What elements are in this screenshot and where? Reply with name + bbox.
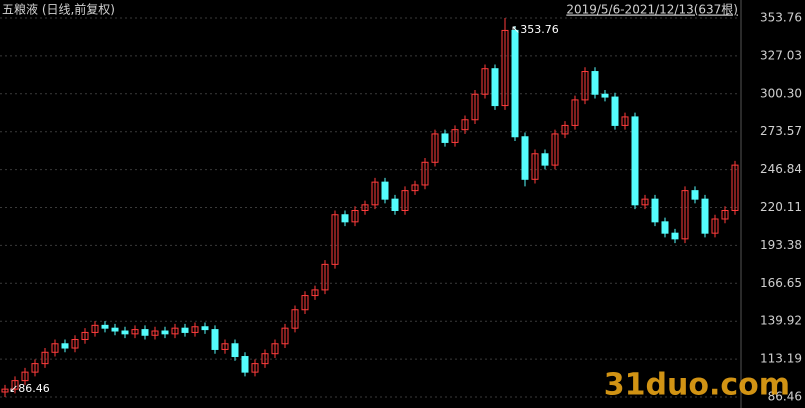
candle-body xyxy=(141,329,149,336)
candle-body xyxy=(501,29,509,107)
candle-body xyxy=(451,129,459,143)
candle-body xyxy=(291,309,299,329)
range-label: 2019/5/6-2021/12/13(637根) xyxy=(566,3,738,17)
candle-body xyxy=(551,133,559,166)
candle-body xyxy=(661,221,669,234)
candle-body xyxy=(271,343,279,355)
candle-body xyxy=(691,190,699,200)
candle-body xyxy=(381,181,389,200)
candle-body xyxy=(21,371,29,382)
candle-body xyxy=(591,71,599,95)
candle-body xyxy=(51,343,59,353)
y-tick-label: 220.11 xyxy=(760,200,802,214)
y-tick-label: 193.38 xyxy=(760,238,802,252)
candle-body xyxy=(231,343,239,358)
candle-body xyxy=(171,327,179,335)
candle-body xyxy=(351,209,359,223)
annotation: ↖353.76 xyxy=(511,23,559,36)
candle-body xyxy=(671,232,679,240)
y-tick-label: 86.46 xyxy=(768,390,802,404)
candle-body xyxy=(1,388,9,393)
candle-body xyxy=(511,29,519,138)
candle-body xyxy=(421,161,429,186)
candle-body xyxy=(641,198,649,206)
candle-body xyxy=(531,153,539,180)
candle-body xyxy=(411,184,419,192)
candle-body xyxy=(431,133,439,163)
candle-body xyxy=(251,363,259,373)
candle-body xyxy=(361,204,369,211)
y-tick-label: 166.65 xyxy=(760,276,802,290)
candle-body xyxy=(281,327,289,345)
candle-body xyxy=(71,339,79,349)
candle-body xyxy=(701,198,709,234)
candle-body xyxy=(571,99,579,126)
candle-body xyxy=(261,353,269,365)
candle-body xyxy=(491,68,499,107)
candle-body xyxy=(721,209,729,220)
candle-body xyxy=(221,343,229,350)
y-tick-label: 300.30 xyxy=(760,86,802,100)
candle-body xyxy=(61,343,69,349)
chart-title: 五粮液 (日线,前复权) xyxy=(2,2,115,17)
candle-body xyxy=(151,330,159,336)
annotation: ↙86.46 xyxy=(9,382,50,395)
y-tick-label: 139.92 xyxy=(760,314,802,328)
candle-body xyxy=(541,153,549,166)
y-tick-label: 327.03 xyxy=(760,48,802,62)
y-tick-label: 353.76 xyxy=(760,11,802,25)
candle-body xyxy=(481,68,489,95)
candle-body xyxy=(91,324,99,333)
y-tick-label: 113.19 xyxy=(760,352,802,366)
candle-body xyxy=(621,116,629,126)
candle-body xyxy=(731,164,739,211)
candle-body xyxy=(101,324,109,329)
candle-body xyxy=(401,190,409,211)
candle-body xyxy=(161,330,169,335)
candle-body xyxy=(581,71,589,101)
candle-body xyxy=(561,124,569,135)
candle-body xyxy=(681,190,689,240)
watermark: 31duo.com xyxy=(604,368,790,403)
candle-body xyxy=(11,380,19,390)
y-tick-label: 273.57 xyxy=(760,124,802,138)
candle-body xyxy=(241,356,249,373)
candle-body xyxy=(111,327,119,332)
candle-body xyxy=(31,363,39,373)
candle-body xyxy=(181,327,189,333)
candle-body xyxy=(41,351,49,365)
candle-body xyxy=(371,181,379,206)
candle-body xyxy=(611,96,619,126)
candle-body xyxy=(391,198,399,211)
candle-body xyxy=(331,214,339,265)
candle-body xyxy=(651,198,659,223)
candle-body xyxy=(131,329,139,335)
y-tick-label: 246.84 xyxy=(760,162,802,176)
candle-body xyxy=(461,119,469,131)
candle-body xyxy=(201,326,209,331)
candle-body xyxy=(521,136,529,180)
candle-body xyxy=(211,329,219,350)
candle-body xyxy=(711,218,719,234)
candle-body xyxy=(301,295,309,311)
candle-body xyxy=(121,330,129,335)
candle-body xyxy=(191,326,199,333)
candle-body xyxy=(601,93,609,98)
candle-body xyxy=(341,214,349,223)
candle-body xyxy=(81,331,89,341)
candle-body xyxy=(631,116,639,206)
candle-body xyxy=(471,93,479,121)
candle-body xyxy=(311,289,319,297)
candle-body xyxy=(321,263,329,291)
candle-body xyxy=(441,133,449,143)
